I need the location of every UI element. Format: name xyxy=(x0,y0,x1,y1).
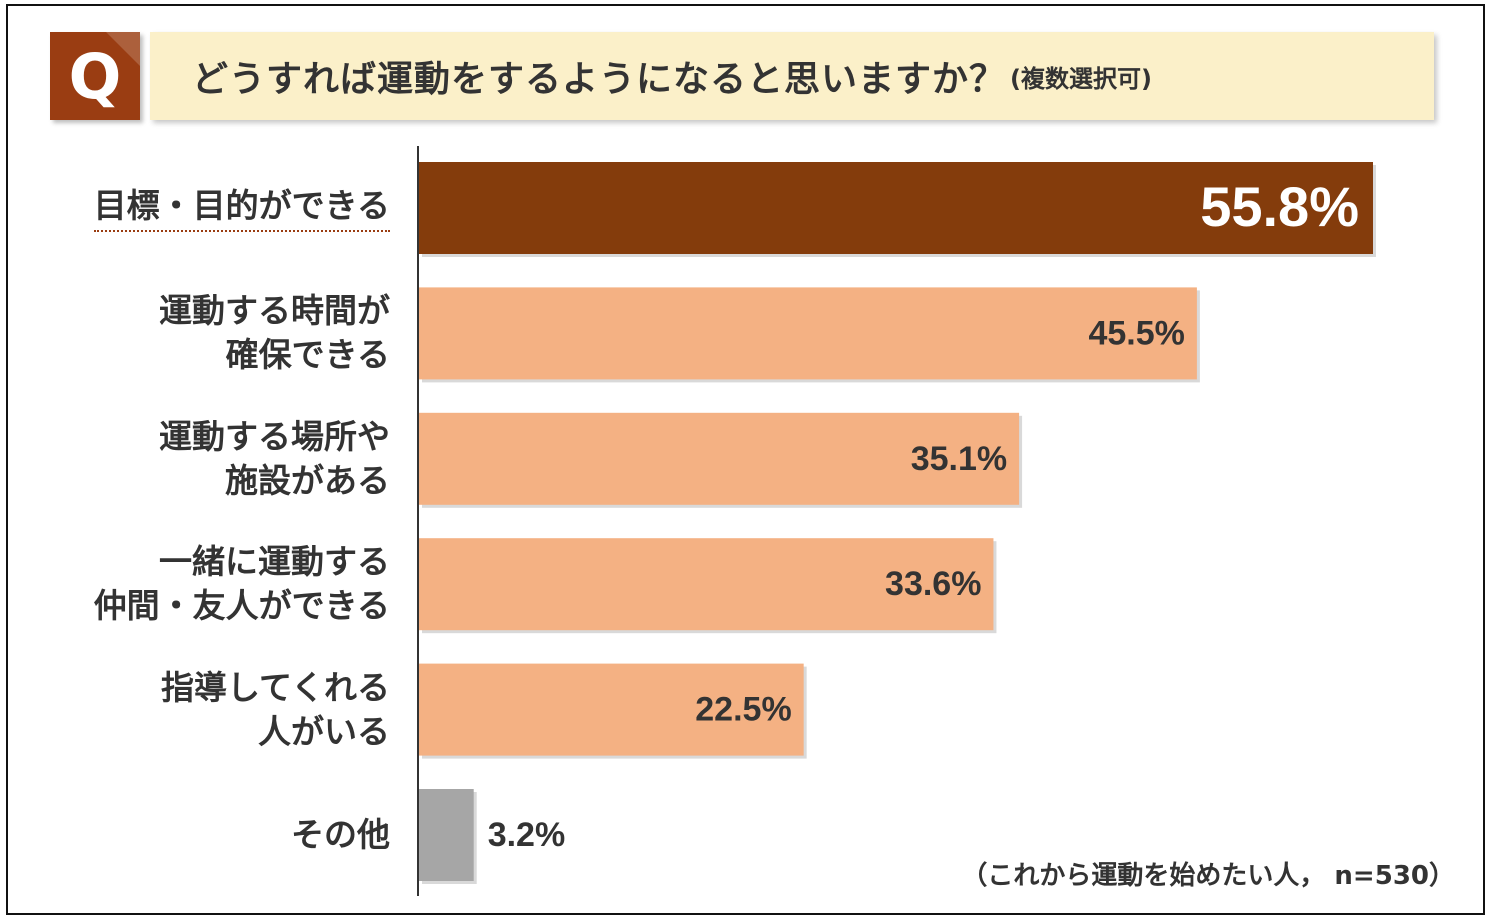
bar-6 xyxy=(419,789,474,881)
value-label-5: 22.5% xyxy=(695,691,791,729)
category-label-line: 指導してくれる xyxy=(160,667,390,707)
value-label-2: 45.5% xyxy=(1088,314,1184,352)
value-label-3: 35.1% xyxy=(911,440,1007,478)
category-label-2: 運動する時間が 確保できる xyxy=(40,289,390,377)
bar-4 xyxy=(419,538,994,631)
value-label-1: 55.8% xyxy=(1200,175,1359,238)
category-label-line: 一緒に運動する xyxy=(159,542,390,582)
bar-5 xyxy=(419,663,804,756)
category-label-line: 確保できる xyxy=(225,335,390,375)
category-label-4: 一緒に運動する 仲間・友人ができる xyxy=(40,540,390,628)
value-label-4: 33.6% xyxy=(885,565,981,603)
category-label-line: 人がいる xyxy=(258,711,390,751)
category-label-line: その他 xyxy=(291,815,390,854)
y-axis-line xyxy=(417,146,419,896)
bar-3 xyxy=(419,412,1020,505)
sample-footnote: （これから運動を始めたい人， n=530） xyxy=(961,861,1455,891)
bar-2 xyxy=(419,287,1197,380)
category-label-5: 指導してくれる 人がいる xyxy=(40,666,390,754)
category-label-1: 目標・目的ができる xyxy=(40,184,390,232)
q-badge-letter: Q xyxy=(68,39,122,113)
category-label-line: 仲間・友人ができる xyxy=(93,586,390,626)
bar-1 xyxy=(419,162,1373,254)
category-label-line: 目標・目的ができる xyxy=(93,184,390,232)
question-title: どうすれば運動をするようになると思いますか？ (複数選択可) xyxy=(150,32,1434,120)
category-label-line: 運動する場所や xyxy=(159,416,390,456)
q-badge: Q xyxy=(50,32,140,120)
category-label-6: その他 xyxy=(40,813,390,857)
question-note: (複数選択可) xyxy=(1010,64,1152,93)
question-text: どうすれば運動をするようになると思いますか？ xyxy=(192,59,1007,100)
badge-notch xyxy=(106,32,140,66)
category-label-line: 施設がある xyxy=(225,460,390,500)
category-label-3: 運動する場所や 施設がある xyxy=(40,415,390,503)
category-label-line: 運動する時間が xyxy=(159,291,390,331)
value-label-6: 3.2% xyxy=(488,816,566,854)
